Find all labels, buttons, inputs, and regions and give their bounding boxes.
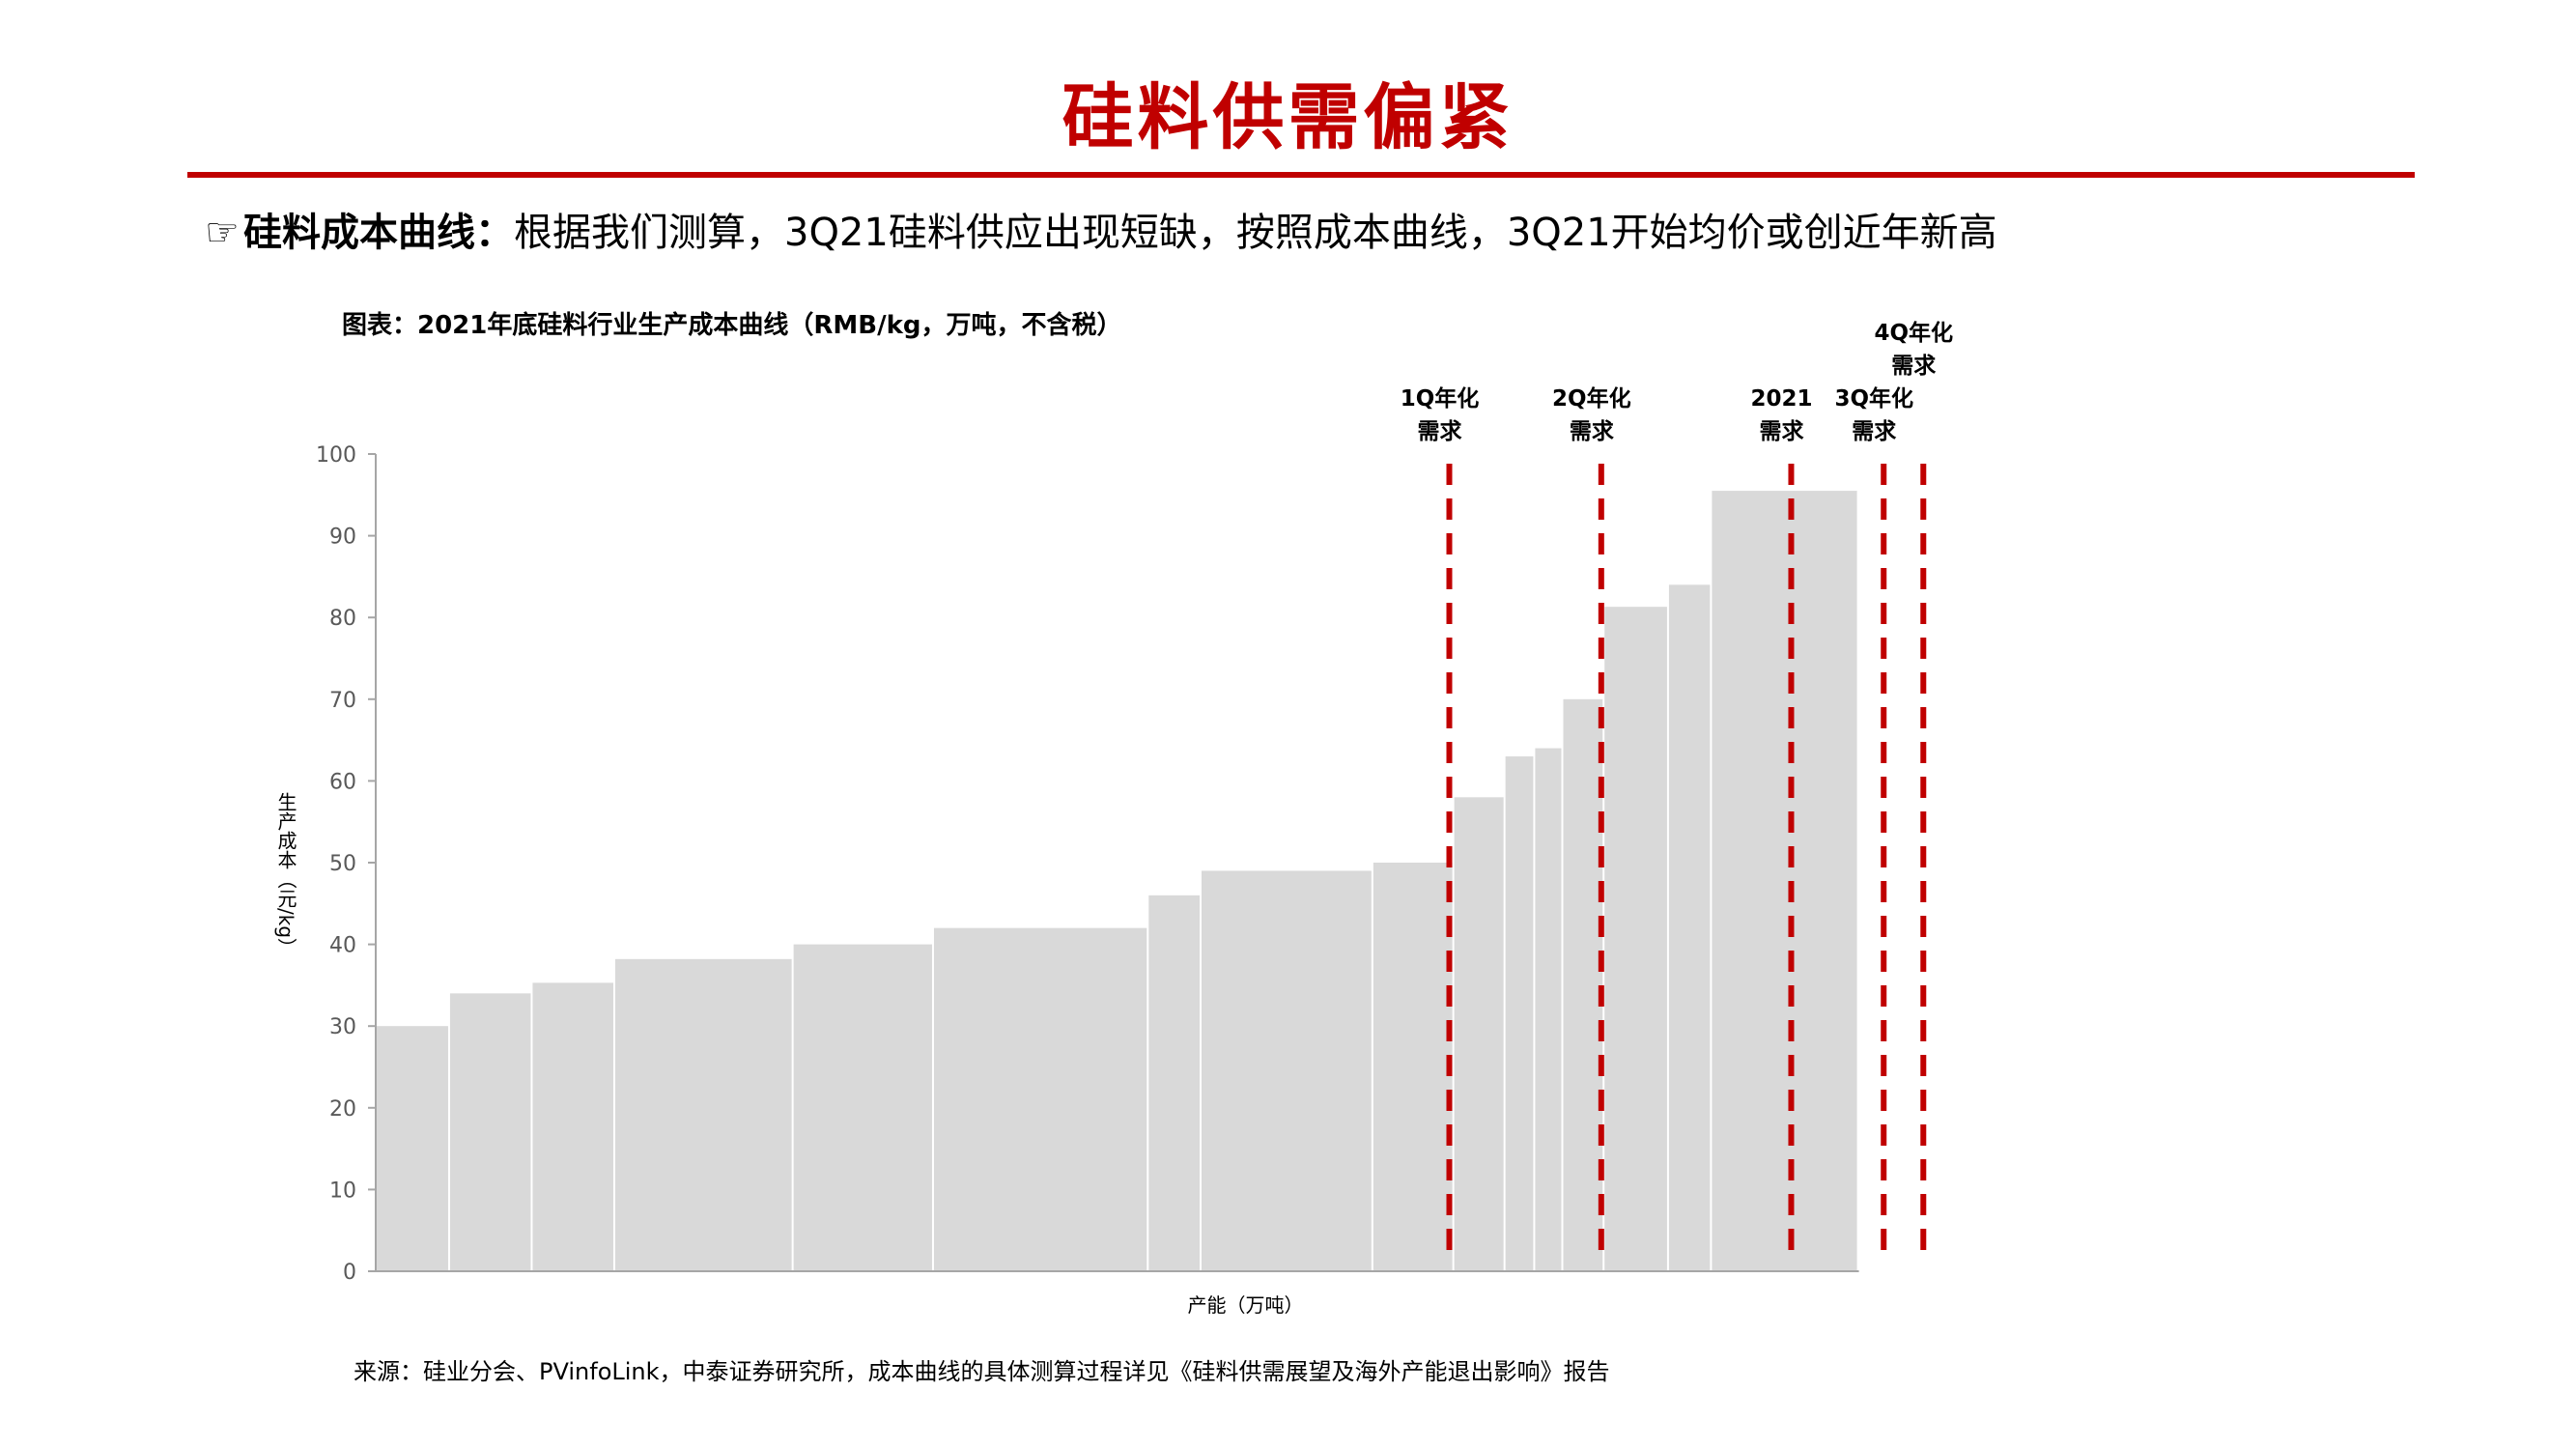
bullet-text: 根据我们测算，3Q21硅料供应出现短缺，按照成本曲线，3Q21开始均价或创近年新… xyxy=(514,211,1997,255)
cost-step-bar-8 xyxy=(1202,870,1372,1271)
demand-label-5: 4Q年化 xyxy=(1874,320,1953,346)
demand-label-5-sub: 需求 xyxy=(1891,354,1936,379)
demand-label-2: 2Q年化 xyxy=(1552,385,1631,412)
cost-step-bar-10 xyxy=(1454,797,1504,1271)
demand-label-2-sub: 需求 xyxy=(1570,419,1614,444)
axes-layer: 0 10 20 30 40 50 60 70 80 90 100 生产成本（元/kg） 产能（万吨） xyxy=(274,443,1859,1317)
demand-label-1: 1Q年化 xyxy=(1401,385,1480,412)
x-axis-title: 产能（万吨） xyxy=(1188,1293,1304,1317)
demand-label-4: 3Q年化 xyxy=(1834,385,1913,412)
demand-label-1-sub: 需求 xyxy=(1418,419,1462,444)
cost-step-bar-16 xyxy=(1712,491,1857,1271)
source-note: 来源：硅业分会、PVinfoLink，中泰证券研究所，成本曲线的具体测算过程详见… xyxy=(354,1358,1610,1385)
cost-step-bar-15 xyxy=(1668,584,1711,1271)
chart-caption: 图表：2021年底硅料行业生产成本曲线（RMB/kg，万吨，不含税） xyxy=(342,311,1122,340)
y-tick-label: 60 xyxy=(329,770,356,794)
y-tick-label: 20 xyxy=(329,1097,356,1122)
y-tick-label: 50 xyxy=(329,852,356,876)
cost-step-bar-14 xyxy=(1604,607,1667,1271)
cost-step-bar-5 xyxy=(793,944,932,1271)
y-tick-label: 0 xyxy=(343,1261,356,1285)
bullet-point: ☞ 硅料成本曲线：根据我们测算，3Q21硅料供应出现短缺，按照成本曲线，3Q21开… xyxy=(205,201,1997,257)
cost-step-bar-12 xyxy=(1535,748,1562,1271)
demand-label-3: 2021 xyxy=(1750,386,1812,412)
cost-step-bar-3 xyxy=(532,982,613,1271)
cost-step-bar-13 xyxy=(1563,698,1603,1271)
y-axis-title: 生产成本（元/kg） xyxy=(274,792,297,957)
page-title: 硅料供需偏紧 xyxy=(1062,76,1514,159)
y-tick-label: 30 xyxy=(329,1015,356,1039)
y-tick-label: 80 xyxy=(329,607,356,631)
cost-step-bar-1 xyxy=(376,1026,448,1271)
bullet-lead: 硅料成本曲线： xyxy=(243,211,514,255)
cost-step-bar-11 xyxy=(1505,756,1534,1271)
y-tick-label: 90 xyxy=(329,526,356,550)
demand-label-3-sub: 需求 xyxy=(1759,419,1803,444)
y-tick-label: 70 xyxy=(329,689,356,713)
bars-layer xyxy=(376,491,1857,1271)
y-tick-label: 10 xyxy=(329,1179,356,1203)
cost-step-bar-4 xyxy=(614,958,792,1271)
cost-step-bar-2 xyxy=(449,993,531,1271)
cost-step-bar-6 xyxy=(933,927,1147,1271)
y-tick-label: 40 xyxy=(329,934,356,958)
pointing-hand-icon: ☞ xyxy=(205,211,240,255)
demand-label-4-sub: 需求 xyxy=(1852,419,1896,444)
y-tick-label: 100 xyxy=(316,443,356,468)
cost-step-bar-7 xyxy=(1148,895,1200,1271)
title-divider xyxy=(187,172,2415,178)
cost-step-bar-9 xyxy=(1373,863,1453,1271)
